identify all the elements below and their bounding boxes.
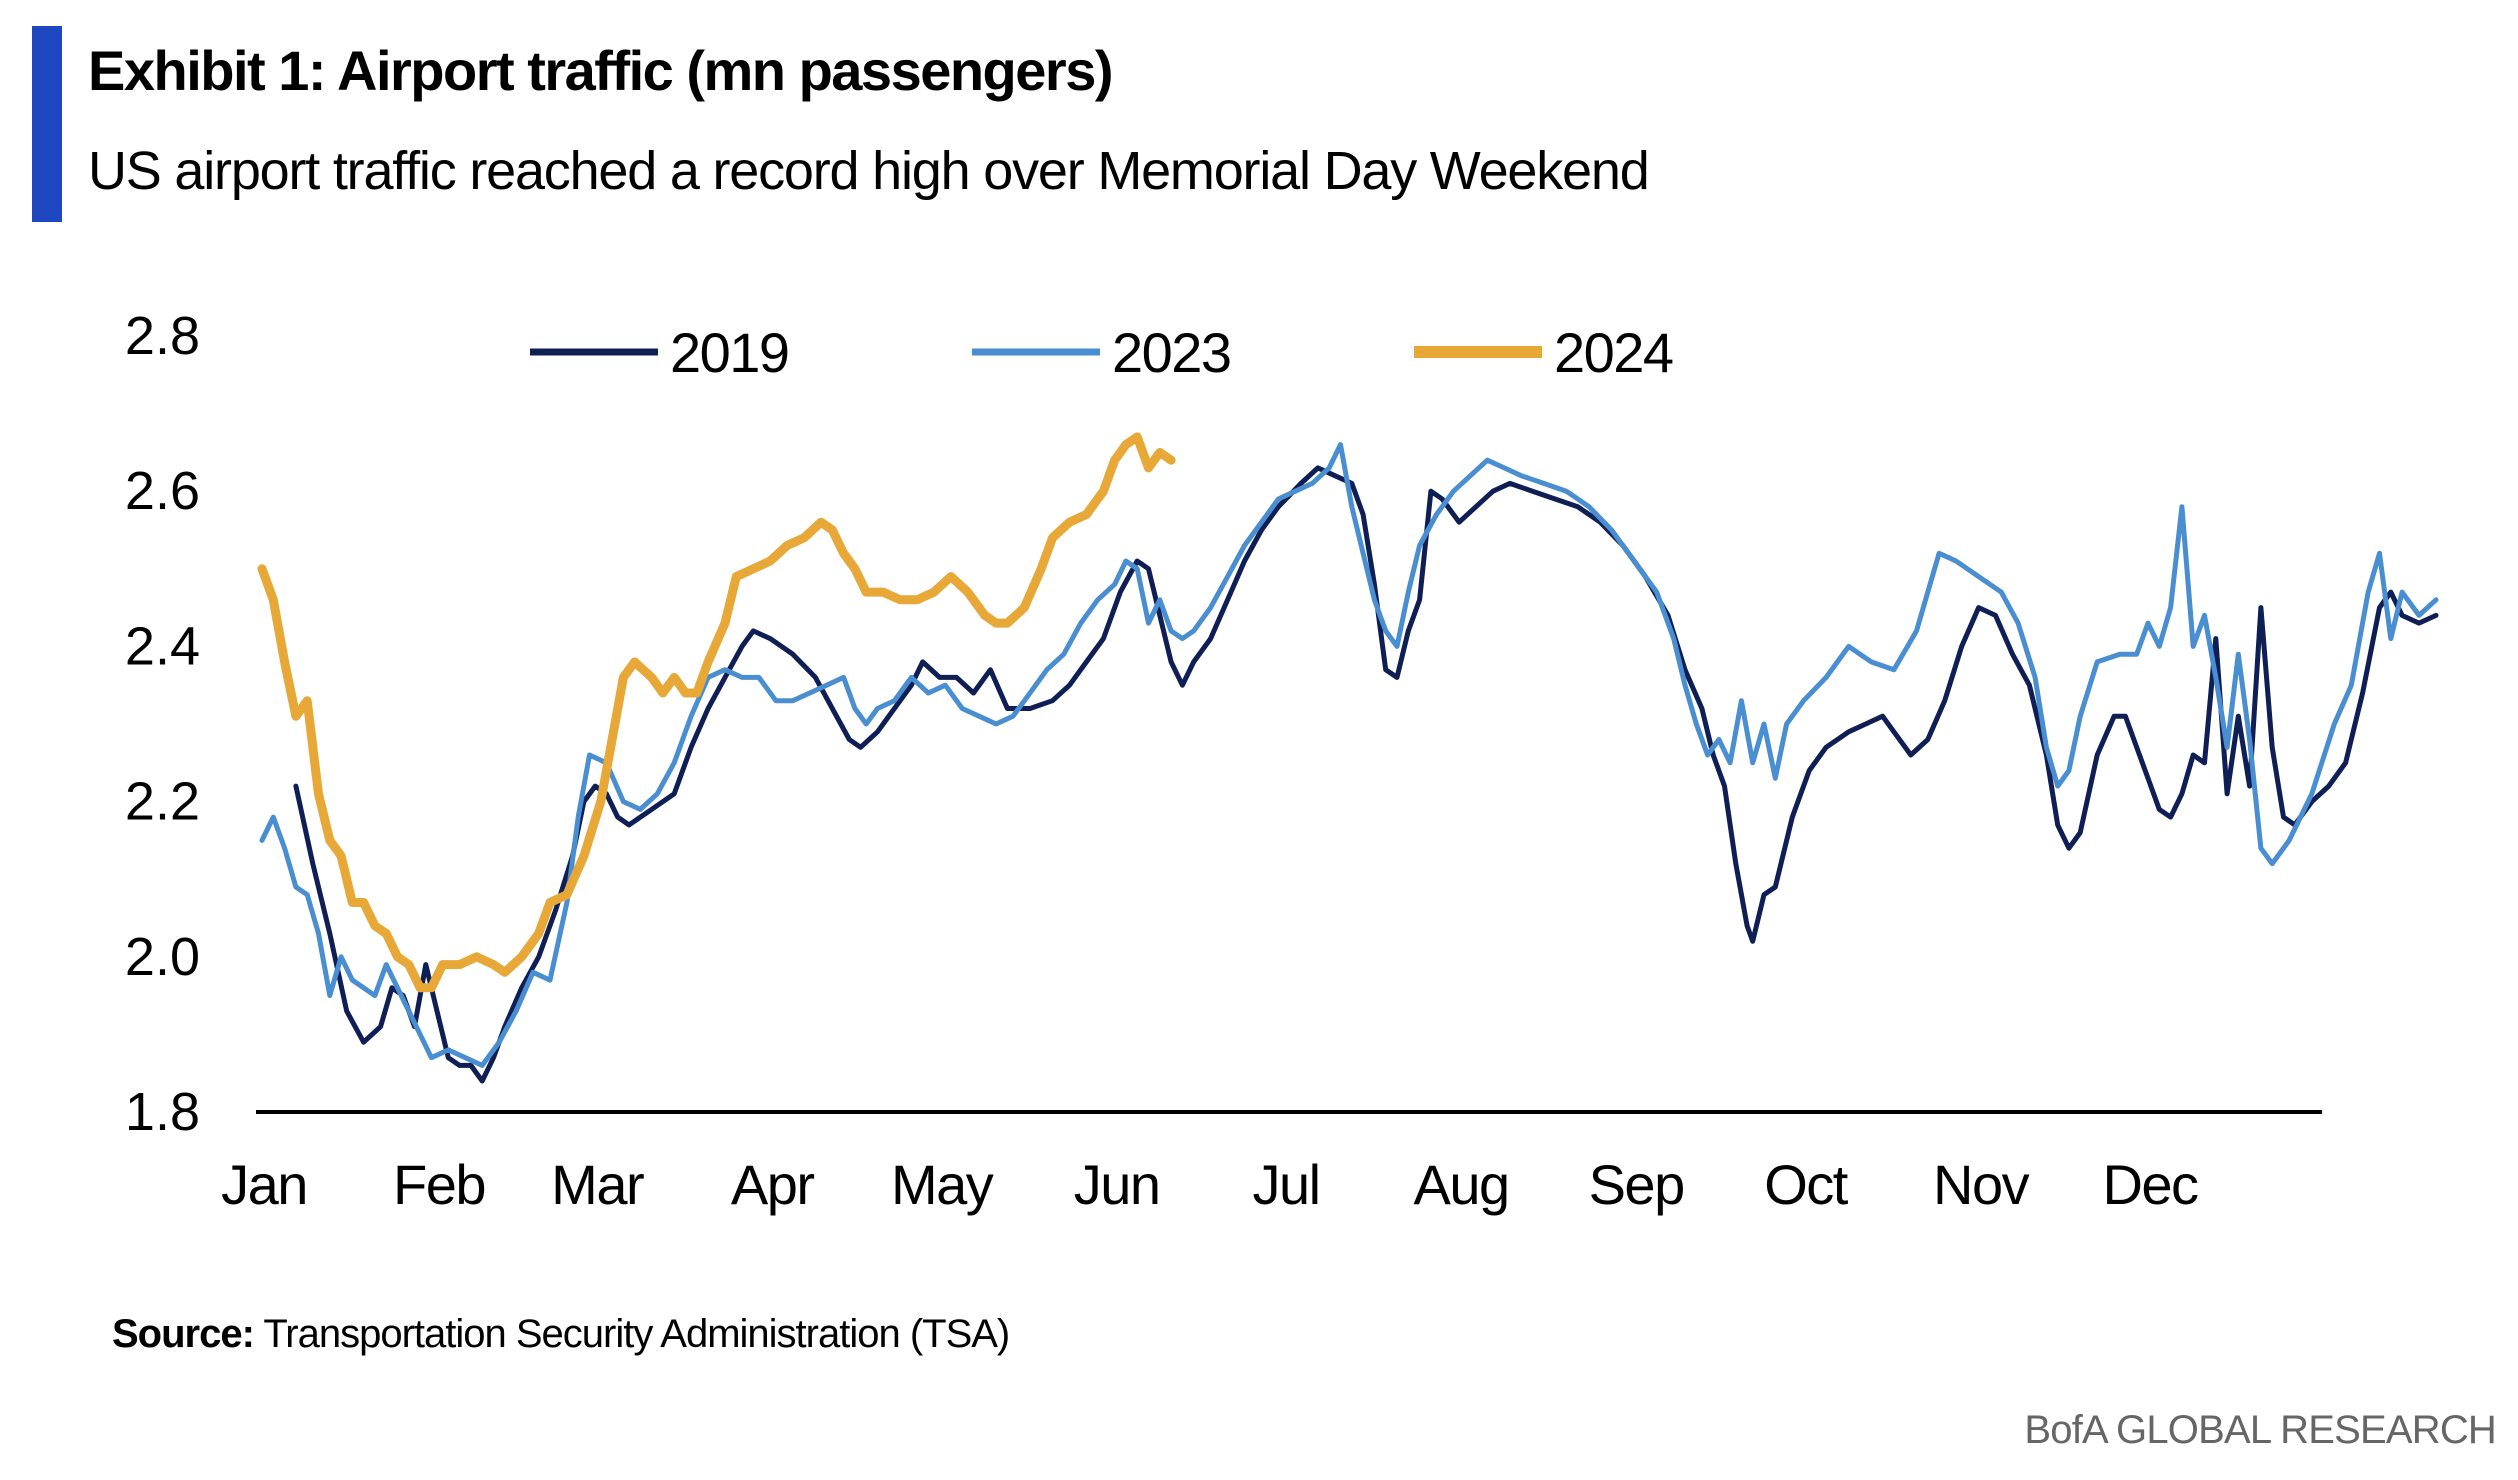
x-tick-label-aug: Aug (1414, 1153, 1509, 1216)
x-tick-label-jun: Jun (1074, 1153, 1160, 1216)
x-tick-label-sep: Sep (1589, 1153, 1684, 1216)
x-tick-label-feb: Feb (393, 1153, 485, 1216)
series-line-2024 (257, 432, 1176, 993)
x-axis-ticks: Jan Feb Mar Apr May Jun Jul Aug Sep Oct Nov Dec (221, 1153, 2199, 1216)
series-lines (257, 432, 2439, 1084)
x-tick-label-apr: Apr (731, 1153, 814, 1216)
y-tick-label: 2.8 (125, 306, 200, 366)
x-tick-label-jul: Jul (1253, 1153, 1320, 1216)
line-chart: 1.8 2.0 2.2 2.4 2.6 2.8 Jan Feb Mar Apr May Jun Jul… (125, 306, 2439, 1216)
legend-label-2024: 2024 (1554, 321, 1673, 384)
x-tick-label-dec: Dec (2102, 1153, 2198, 1216)
y-tick-label: 2.6 (125, 461, 200, 521)
chart-title: Exhibit 1: Airport traffic (mn passenger… (88, 39, 1114, 102)
legend: 2019 2023 2024 (530, 321, 1674, 384)
accent-bar (32, 26, 62, 222)
y-tick-label: 2.0 (125, 927, 200, 987)
brand-watermark: BofA GLOBAL RESEARCH (2024, 1408, 2496, 1452)
x-tick-label-jan: Jan (221, 1153, 307, 1216)
source-note: Source: Transportation Security Administ… (112, 1312, 1010, 1357)
y-tick-label: 1.8 (125, 1082, 200, 1142)
series-line-2019 (293, 465, 2439, 1084)
source-label: Source: (112, 1312, 255, 1356)
x-tick-label-oct: Oct (1764, 1153, 1849, 1216)
legend-label-2019: 2019 (670, 321, 789, 384)
legend-label-2023: 2023 (1112, 321, 1231, 384)
x-tick-label-may: May (891, 1153, 994, 1216)
y-axis-ticks: 1.8 2.0 2.2 2.4 2.6 2.8 (125, 306, 200, 1142)
chart-subtitle: US airport traffic reached a record high… (88, 141, 1650, 201)
source-text: Transportation Security Administration (… (253, 1312, 1010, 1356)
x-tick-label-nov: Nov (1933, 1153, 2030, 1216)
y-tick-label: 2.2 (125, 772, 200, 832)
y-tick-label: 2.4 (125, 616, 200, 676)
series-line-2023 (259, 442, 2439, 1068)
x-tick-label-mar: Mar (551, 1153, 644, 1216)
